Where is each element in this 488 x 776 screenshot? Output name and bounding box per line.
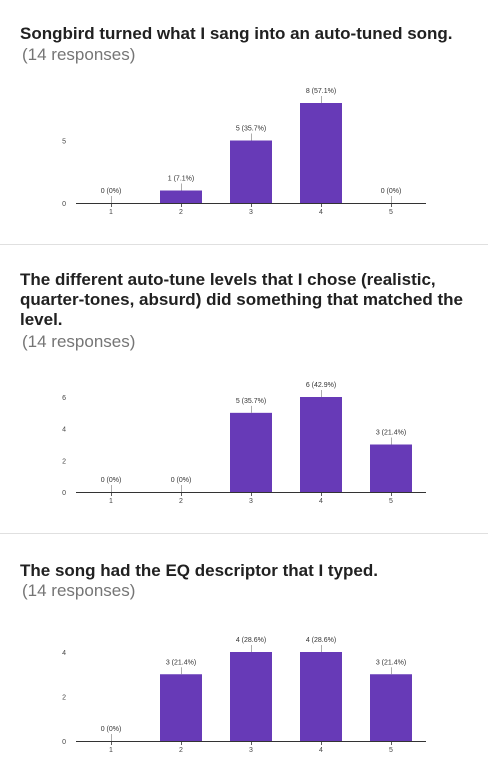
bar-chart: 0 2 4 6 0 (0%) 1 0 (0%) 2 5 (35.7%) 3 6 (42.9%) 4 3 … (62, 382, 426, 505)
data-label: 4 (28.6%) (236, 637, 266, 644)
y-tick-label: 0 (62, 201, 66, 208)
bar (300, 397, 342, 492)
x-tick-label: 3 (249, 498, 253, 505)
response-count: (14 responses) (22, 332, 136, 351)
x-tick-label: 3 (249, 209, 253, 216)
question-title: The different auto-tune levels that I ch… (20, 270, 463, 329)
question-title: The song had the EQ descriptor that I ty… (20, 561, 378, 580)
bar (300, 103, 342, 203)
x-tick-label: 4 (319, 747, 323, 754)
x-tick-label: 2 (179, 747, 183, 754)
bar (230, 412, 272, 492)
x-tick-label: 1 (109, 498, 113, 505)
data-label: 0 (0%) (171, 477, 192, 484)
bar-chart: 0 5 0 (0%) 1 1 (7.1%) 2 5 (35.7%) 3 8 (57.1%) 4 0 … (62, 88, 426, 216)
data-label: 3 (21.4%) (166, 659, 196, 666)
question-title: Songbird turned what I sang into an auto… (20, 24, 453, 43)
x-tick-label: 5 (389, 209, 393, 216)
section-divider (0, 533, 488, 534)
y-tick-label: 2 (62, 695, 66, 702)
response-count: (14 responses) (22, 581, 136, 600)
data-label: 6 (42.9%) (306, 382, 336, 389)
y-tick-label: 4 (62, 650, 66, 657)
data-label: 8 (57.1%) (306, 88, 336, 95)
bar (160, 190, 202, 203)
question-section-1: Songbird turned what I sang into an auto… (0, 0, 488, 244)
response-count: (14 responses) (22, 45, 136, 64)
section-divider (0, 244, 488, 245)
y-tick-label: 6 (62, 395, 66, 402)
data-label: 0 (0%) (381, 188, 402, 195)
bar (370, 674, 412, 741)
data-label: 0 (0%) (101, 188, 122, 195)
bar (300, 652, 342, 741)
y-tick-label: 0 (62, 490, 66, 497)
bar (230, 140, 272, 203)
data-label: 1 (7.1%) (168, 176, 194, 183)
y-tick-label: 0 (62, 739, 66, 746)
bar (160, 674, 202, 741)
data-label: 0 (0%) (101, 726, 122, 733)
x-tick-label: 3 (249, 747, 253, 754)
bar (230, 652, 272, 741)
x-tick-label: 2 (179, 209, 183, 216)
y-tick-label: 5 (62, 139, 66, 146)
x-tick-label: 1 (109, 209, 113, 216)
data-label: 4 (28.6%) (306, 637, 336, 644)
data-label: 0 (0%) (101, 477, 122, 484)
x-tick-label: 5 (389, 747, 393, 754)
data-label: 5 (35.7%) (236, 126, 266, 133)
x-tick-label: 5 (389, 498, 393, 505)
question-section-3: The song had the EQ descriptor that I ty… (0, 534, 488, 776)
bar (370, 444, 412, 492)
y-tick-label: 4 (62, 427, 66, 434)
x-tick-label: 4 (319, 209, 323, 216)
y-tick-label: 2 (62, 458, 66, 465)
data-label: 3 (21.4%) (376, 659, 406, 666)
x-tick-label: 4 (319, 498, 323, 505)
bar-chart: 0 2 4 0 (0%) 1 3 (21.4%) 2 4 (28.6%) 3 4 (28.6%) 4… (62, 637, 426, 754)
question-section-2: The different auto-tune levels that I ch… (0, 245, 488, 533)
x-tick-label: 2 (179, 498, 183, 505)
x-tick-label: 1 (109, 747, 113, 754)
data-label: 5 (35.7%) (236, 398, 266, 405)
data-label: 3 (21.4%) (376, 430, 406, 437)
